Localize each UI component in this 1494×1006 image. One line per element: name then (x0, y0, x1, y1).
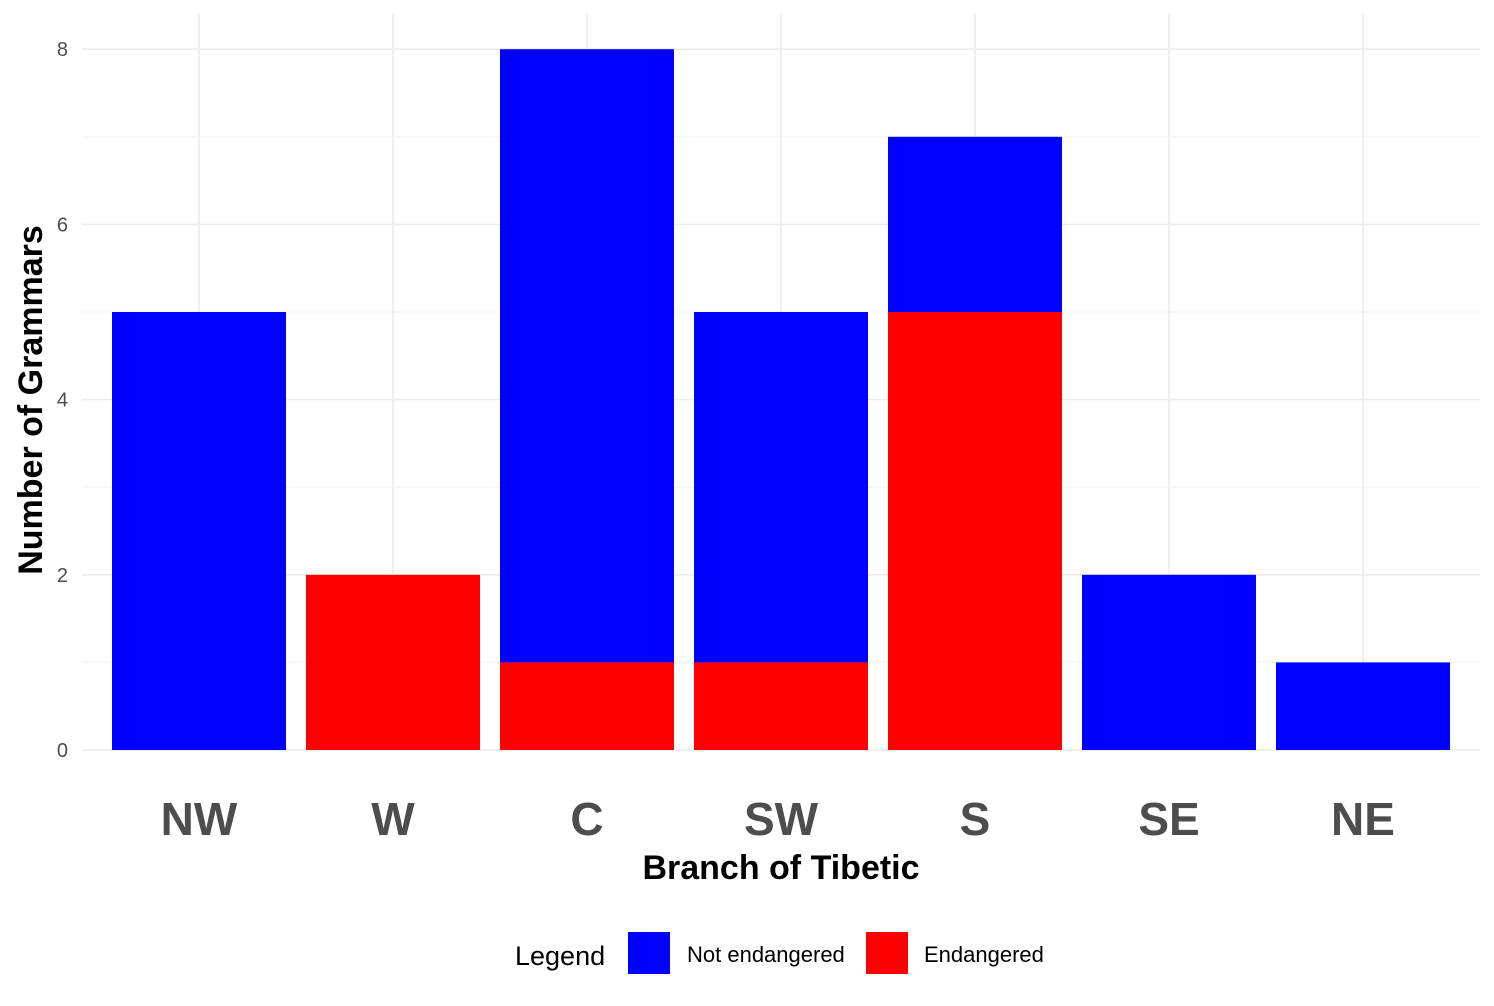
bar-se-not-endangered (1082, 574, 1256, 750)
x-tick-label: C (570, 793, 603, 845)
y-axis-title: Number of Grammars (12, 225, 50, 575)
bar-c-endangered (500, 662, 674, 750)
bar-sw-endangered (694, 662, 868, 750)
bars (112, 49, 1450, 750)
y-tick-label: 4 (57, 390, 68, 412)
bar-s-not-endangered (888, 136, 1062, 312)
bar-nw-not-endangered (112, 312, 286, 750)
legend-label-endangered: Endangered (924, 942, 1044, 967)
y-tick-label: 8 (57, 39, 68, 61)
bar-w-endangered (306, 574, 480, 750)
bar-s-endangered (888, 312, 1062, 750)
legend-swatch-not-endangered (628, 932, 670, 974)
bar-c-not-endangered (500, 49, 674, 663)
x-tick-label: SE (1138, 793, 1199, 845)
y-tick-label: 2 (57, 565, 68, 587)
legend-swatch-endangered (866, 932, 908, 974)
x-tick-label: S (960, 793, 991, 845)
y-tick-label: 6 (57, 214, 68, 236)
y-axis-ticks: 0 2 4 6 8 (57, 39, 68, 762)
y-tick-label: 0 (57, 740, 68, 762)
legend: Legend Not endangered Endangered (515, 932, 1044, 974)
x-axis-title: Branch of Tibetic (642, 849, 919, 887)
x-tick-label: NW (161, 793, 238, 845)
x-tick-label: W (371, 793, 415, 845)
bar-ne-not-endangered (1276, 662, 1450, 750)
legend-title: Legend (515, 941, 605, 971)
legend-label-not-endangered: Not endangered (687, 942, 845, 967)
x-tick-label: SW (744, 793, 819, 845)
x-tick-label: NE (1331, 793, 1395, 845)
x-axis-ticks: NW W C SW S SE NE (161, 793, 1395, 845)
bar-sw-not-endangered (694, 312, 868, 663)
